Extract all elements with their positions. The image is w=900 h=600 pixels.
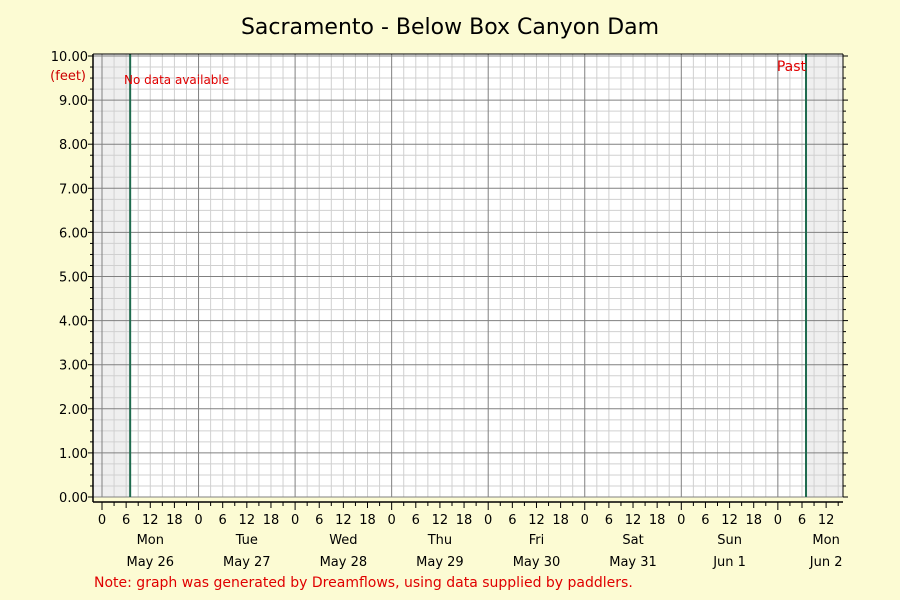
axes: 0.00 1.00 2.00 3.00 4.00 5.00 6.00 7.00 8.00 9.00… bbox=[51, 50, 848, 570]
x-hour-tick-label: 12 bbox=[239, 513, 256, 528]
x-date-label: Jun 1 bbox=[712, 555, 746, 570]
x-hour-tick-label: 18 bbox=[456, 513, 473, 528]
x-hour-tick-label: 18 bbox=[649, 513, 666, 528]
x-hour-tick-label: 6 bbox=[412, 513, 420, 528]
y-axis-unit-label: (feet) bbox=[50, 69, 86, 84]
x-hour-tick-label: 0 bbox=[581, 513, 589, 528]
x-hour-tick-label: 0 bbox=[98, 513, 106, 528]
y-tick-label: 4.00 bbox=[59, 315, 88, 330]
x-weekday-label: Sat bbox=[622, 533, 643, 548]
x-hour-tick-label: 18 bbox=[166, 513, 183, 528]
x-hour-tick-label: 6 bbox=[219, 513, 227, 528]
x-date-label: May 29 bbox=[416, 555, 464, 570]
x-hour-tick-label: 6 bbox=[701, 513, 709, 528]
x-hour-tick-label: 6 bbox=[798, 513, 806, 528]
x-hour-tick-label: 0 bbox=[388, 513, 396, 528]
y-tick-label: 7.00 bbox=[59, 182, 88, 197]
x-hour-tick-label: 12 bbox=[335, 513, 352, 528]
x-hour-tick-label: 12 bbox=[528, 513, 545, 528]
y-tick-label: 6.00 bbox=[59, 226, 88, 241]
x-date-label: May 26 bbox=[126, 555, 174, 570]
x-hour-tick-label: 0 bbox=[774, 513, 782, 528]
x-hour-tick-label: 0 bbox=[484, 513, 492, 528]
x-weekday-label: Thu bbox=[427, 533, 452, 548]
y-tick-label: 1.00 bbox=[59, 447, 88, 462]
x-hour-tick-label: 12 bbox=[142, 513, 159, 528]
x-weekday-label: Mon bbox=[812, 533, 839, 548]
y-tick-label: 9.00 bbox=[59, 94, 88, 109]
chart-title: Sacramento - Below Box Canyon Dam bbox=[241, 15, 659, 40]
y-tick-label: 0.00 bbox=[59, 491, 88, 506]
no-data-annotation: No data available bbox=[124, 73, 229, 87]
x-hour-tick-label: 12 bbox=[721, 513, 738, 528]
x-date-label: May 28 bbox=[320, 555, 368, 570]
footer-note: Note: graph was generated by Dreamflows,… bbox=[94, 575, 633, 591]
y-tick-label: 5.00 bbox=[59, 271, 88, 286]
x-weekday-label: Fri bbox=[529, 533, 545, 548]
x-hour-tick-label: 0 bbox=[677, 513, 685, 528]
shaded-region-after bbox=[806, 54, 843, 497]
x-date-label: May 27 bbox=[223, 555, 271, 570]
x-hour-tick-label: 6 bbox=[508, 513, 516, 528]
grid bbox=[93, 54, 843, 498]
data-window bbox=[129, 54, 808, 497]
x-weekday-label: Mon bbox=[137, 533, 164, 548]
x-hour-tick-label: 0 bbox=[291, 513, 299, 528]
x-hour-tick-label: 6 bbox=[315, 513, 323, 528]
x-hour-tick-label: 18 bbox=[359, 513, 376, 528]
y-tick-label: 8.00 bbox=[59, 138, 88, 153]
x-hour-tick-label: 6 bbox=[122, 513, 130, 528]
y-tick-label: 10.00 bbox=[51, 50, 88, 65]
x-hour-tick-label: 18 bbox=[263, 513, 280, 528]
x-hour-tick-label: 12 bbox=[625, 513, 642, 528]
y-tick-label: 2.00 bbox=[59, 403, 88, 418]
x-hour-tick-label: 12 bbox=[818, 513, 835, 528]
x-weekday-label: Sun bbox=[717, 533, 742, 548]
x-hour-tick-label: 12 bbox=[432, 513, 449, 528]
shaded-region-before bbox=[93, 54, 131, 497]
x-hour-tick-label: 18 bbox=[745, 513, 762, 528]
x-hour-tick-label: 18 bbox=[552, 513, 569, 528]
x-weekday-label: Wed bbox=[329, 533, 357, 548]
x-hour-tick-label: 0 bbox=[194, 513, 202, 528]
past-annotation: Past bbox=[777, 59, 807, 75]
x-date-label: May 31 bbox=[609, 555, 657, 570]
x-hour-tick-label: 6 bbox=[605, 513, 613, 528]
x-date-label: Jun 2 bbox=[809, 555, 843, 570]
y-tick-label: 3.00 bbox=[59, 359, 88, 374]
x-date-label: May 30 bbox=[513, 555, 561, 570]
x-weekday-label: Tue bbox=[235, 533, 258, 548]
